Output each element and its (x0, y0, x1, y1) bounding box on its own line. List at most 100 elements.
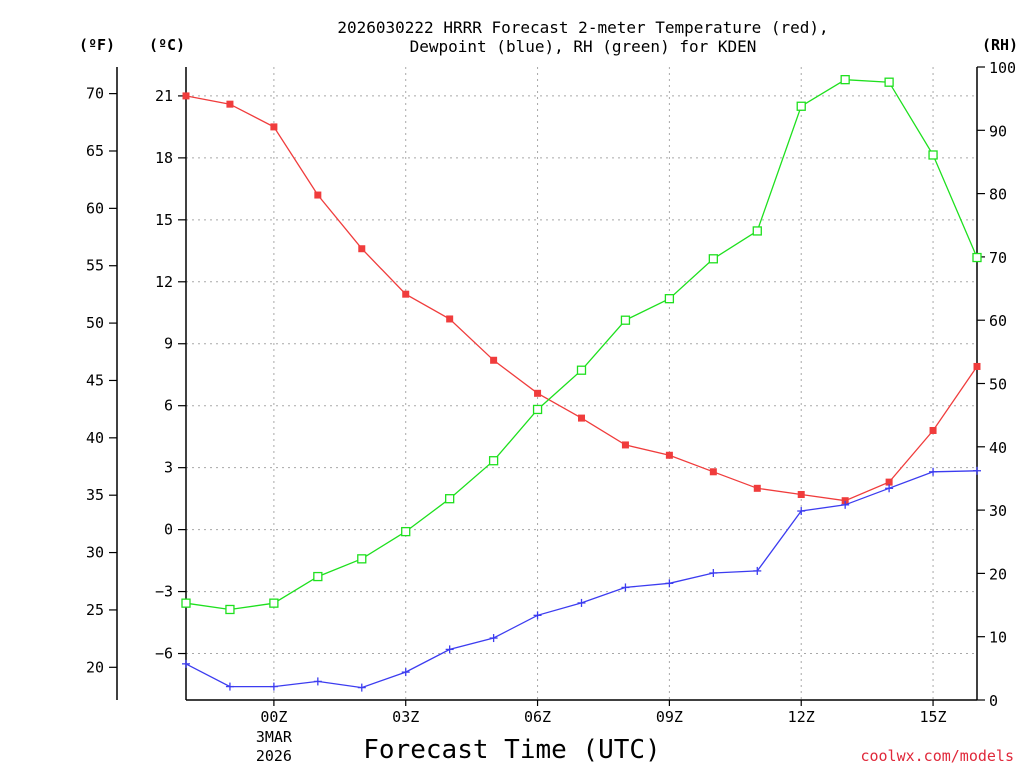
temperature-point (753, 484, 761, 492)
fahrenheit-tick-label: 35 (86, 486, 104, 504)
temperature-point (621, 441, 629, 449)
temperature-point (534, 389, 542, 397)
fahrenheit-tick-label: 20 (86, 658, 104, 676)
temperature-point (226, 100, 234, 108)
dewpoint-point (577, 598, 586, 607)
temperature-line (185, 95, 978, 502)
dewpoint-point (753, 566, 762, 575)
rh-tick-label: 20 (989, 565, 1007, 583)
rh-tick-label: 80 (989, 186, 1007, 204)
chart-title-line-1: 2026030222 HRRR Forecast 2-meter Tempera… (337, 18, 828, 37)
dewpoint-point (665, 579, 674, 588)
dewpoint-point (269, 682, 278, 691)
dewpoint-point (797, 507, 806, 516)
fahrenheit-tick-label: 50 (86, 314, 104, 332)
temperature-point (402, 290, 410, 298)
dewpoint-point (709, 568, 718, 577)
dewpoint-point (401, 668, 410, 677)
rh-point (708, 254, 718, 264)
rh-point (796, 101, 806, 111)
temperature-point (270, 123, 278, 131)
rh-point (269, 598, 279, 608)
fahrenheit-tick-label: 70 (86, 85, 104, 103)
axes: 211815129630−3−6706560555045403530252010… (86, 59, 1016, 765)
celsius-tick-label: 6 (164, 397, 173, 415)
x-tick-label: 00Z (260, 708, 287, 726)
temperature-point (885, 478, 893, 486)
rh-tick-label: 30 (989, 502, 1007, 520)
rh-point (840, 75, 850, 85)
temperature-point (358, 245, 366, 253)
temperature-point (578, 414, 585, 422)
temperature-point (665, 451, 673, 459)
rh-point (445, 494, 455, 504)
temperature-point (797, 491, 805, 499)
x-tick-label: 09Z (656, 708, 683, 726)
rh-point (576, 365, 587, 375)
dewpoint-point (182, 659, 190, 668)
temperature-point (182, 92, 190, 100)
rh-unit-label: (RH) (982, 36, 1018, 54)
celsius-tick-label: 3 (164, 459, 173, 477)
x-tick-label: 12Z (788, 708, 815, 726)
rh-point (401, 526, 411, 537)
rh-point (928, 150, 938, 160)
x-tick-sublabel: 2026 (256, 747, 292, 765)
dewpoint-point (621, 583, 630, 592)
rh-point (488, 456, 499, 466)
fahrenheit-tick-label: 30 (86, 544, 104, 562)
rh-point (620, 315, 631, 325)
chart-title-line-2: Dewpoint (blue), RH (green) for KDEN (410, 37, 757, 56)
dewpoint-point (885, 484, 894, 493)
rh-tick-label: 70 (989, 249, 1007, 267)
temperature-point (841, 497, 849, 505)
rh-point (357, 554, 367, 564)
dewpoint-point (929, 467, 938, 476)
temperature-point (929, 426, 937, 434)
fahrenheit-unit-label: (ºF) (79, 36, 115, 54)
dewpoint-point (225, 682, 234, 691)
dewpoint-point (357, 683, 366, 692)
dewpoint-point (313, 677, 322, 686)
dewpoint-point (445, 645, 454, 654)
fahrenheit-tick-label: 25 (86, 601, 104, 619)
rh-point (884, 77, 894, 87)
rh-tick-label: 40 (989, 439, 1007, 457)
rh-point (313, 571, 323, 582)
rh-point (532, 404, 543, 415)
celsius-tick-label: 15 (155, 211, 173, 229)
celsius-tick-label: 21 (155, 87, 173, 105)
fahrenheit-tick-label: 45 (86, 371, 104, 389)
temperature-point (446, 315, 454, 323)
celsius-tick-label: −6 (155, 645, 173, 663)
rh-tick-label: 90 (989, 122, 1007, 140)
dewpoint-point (841, 500, 850, 509)
rh-tick-label: 0 (989, 692, 998, 710)
x-tick-label: 03Z (392, 708, 419, 726)
x-axis-label: Forecast Time (UTC) (363, 735, 660, 765)
rh-point (664, 294, 675, 304)
credit-text: coolwx.com/models (860, 747, 1014, 765)
celsius-tick-label: −3 (155, 583, 173, 601)
x-tick-sublabel: 3MAR (256, 728, 293, 746)
fahrenheit-tick-label: 60 (86, 199, 104, 217)
rh-point (181, 598, 191, 608)
celsius-tick-label: 0 (164, 521, 173, 539)
celsius-tick-label: 18 (155, 149, 173, 167)
x-tick-label: 15Z (920, 708, 947, 726)
dewpoint-line (185, 470, 978, 689)
fahrenheit-tick-label: 55 (86, 257, 104, 275)
dewpoint-point (533, 611, 542, 620)
x-tick-label: 06Z (524, 708, 551, 726)
temperature-point (973, 362, 981, 370)
rh-tick-label: 10 (989, 629, 1007, 647)
temperature-point (490, 356, 498, 364)
temperature-point (709, 468, 717, 476)
rh-point (752, 226, 762, 236)
rh-tick-label: 60 (989, 312, 1007, 330)
celsius-unit-label: (ºC) (149, 36, 185, 54)
rh-tick-label: 100 (989, 59, 1016, 77)
temperature-point (314, 191, 322, 199)
celsius-tick-label: 9 (164, 335, 173, 353)
